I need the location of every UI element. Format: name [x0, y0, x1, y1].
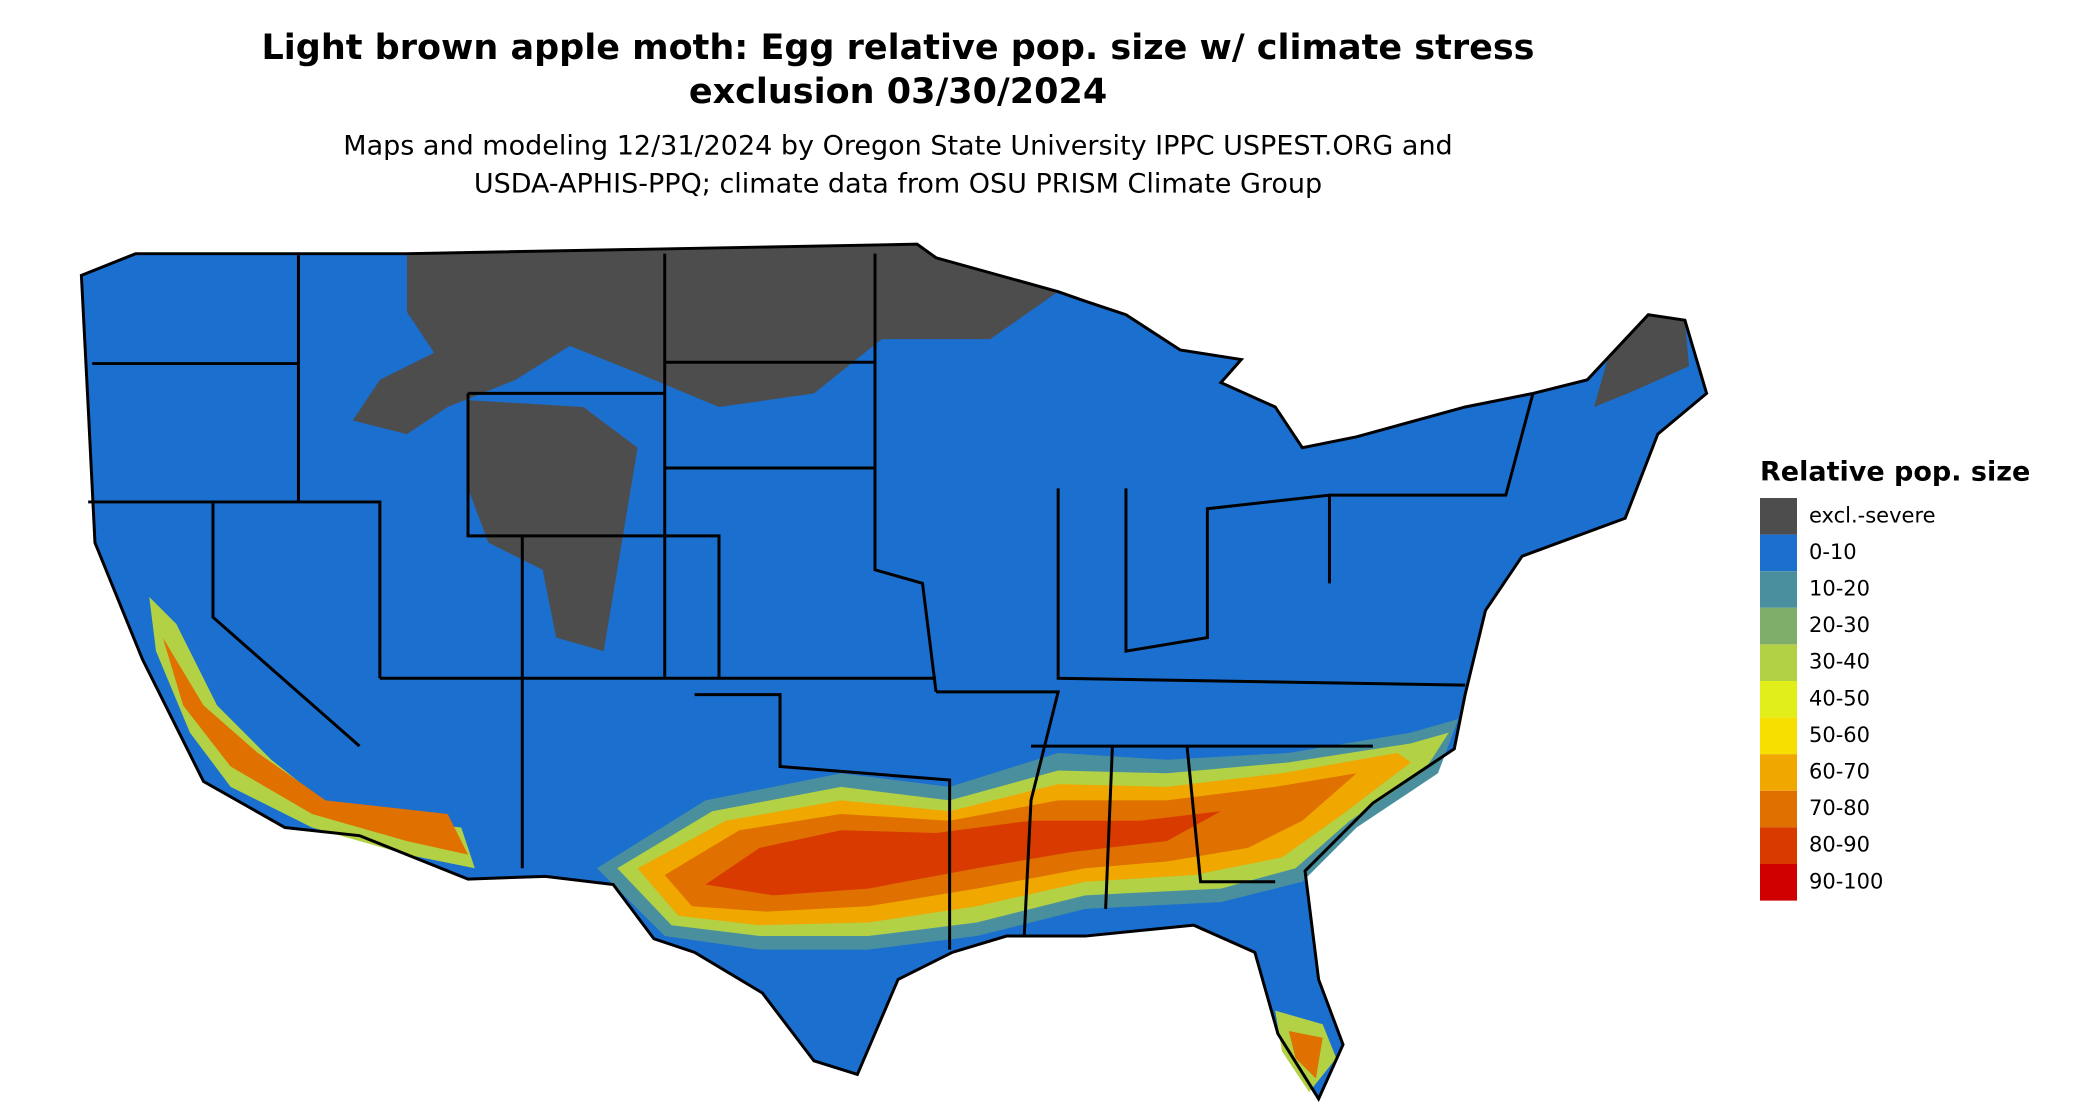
- legend-swatch: [1760, 827, 1797, 864]
- state-borders: [79, 242, 1709, 1103]
- legend-label: 10-20: [1809, 577, 1870, 601]
- legend-label: 80-90: [1809, 833, 1870, 857]
- legend: excl.-severe 0-10 10-20 20-30 30-40 40-50 50-6…: [1760, 498, 1936, 901]
- legend-swatch: [1760, 790, 1797, 828]
- climate-band: [705, 811, 1221, 896]
- subtitle-line: USDA-APHIS-PPQ; climate data from OSU PR…: [474, 169, 1322, 200]
- legend-label: 70-80: [1809, 796, 1870, 820]
- map: [79, 242, 1709, 1103]
- climate-band: [162, 637, 469, 855]
- legend-swatch: [1760, 571, 1797, 608]
- legend-swatch: [1760, 864, 1797, 901]
- climate-band: [1288, 1031, 1323, 1079]
- legend-label: 40-50: [1809, 686, 1870, 710]
- legend-swatch: [1760, 754, 1797, 791]
- legend-title: Relative pop. size: [1760, 457, 2030, 488]
- state-border: [79, 242, 1709, 1103]
- legend-swatch: [1760, 681, 1797, 718]
- subtitle-line: Maps and modeling 12/31/2024 by Oregon S…: [343, 131, 1452, 162]
- legend-swatch: [1760, 607, 1797, 645]
- state-border: [88, 253, 1535, 950]
- legend-label: 50-60: [1809, 723, 1870, 747]
- legend-swatch: [1760, 498, 1797, 535]
- legend-swatch: [1760, 534, 1797, 572]
- title-line: Light brown apple moth: Egg relative pop…: [261, 28, 1534, 68]
- legend-label: 30-40: [1809, 650, 1870, 674]
- legend-swatch: [1760, 644, 1797, 681]
- exclusion-area: [468, 400, 638, 652]
- exclusion-area: [352, 244, 1059, 435]
- legend-label: excl.-severe: [1809, 503, 1936, 527]
- title-line: exclusion 03/30/2024: [689, 72, 1107, 112]
- legend-label: 60-70: [1809, 760, 1870, 784]
- legend-label: 0-10: [1809, 540, 1857, 564]
- legend-label: 90-100: [1809, 869, 1883, 893]
- us-land: [81, 244, 1707, 1099]
- legend-swatch: [1760, 717, 1797, 755]
- legend-label: 20-30: [1809, 613, 1870, 637]
- exclusion-area: [1594, 314, 1689, 407]
